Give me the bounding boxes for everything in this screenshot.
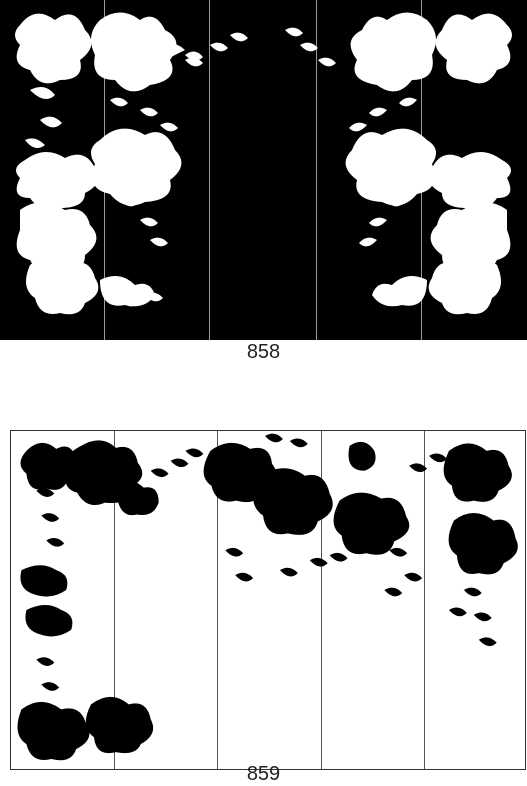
- panel-divider: [424, 431, 425, 769]
- panel-divider: [321, 431, 322, 769]
- floral-pattern-black: [17, 433, 518, 761]
- panel-divider: [114, 431, 115, 769]
- design-number-859: 859: [246, 763, 281, 785]
- floral-pattern-white: [15, 12, 512, 315]
- panel-divider: [316, 0, 317, 340]
- panel-divider: [217, 431, 218, 769]
- design-number-858: 858: [246, 341, 281, 363]
- design-858-panels: [0, 0, 527, 340]
- panel-divider: [209, 0, 210, 340]
- design-859-panels: [10, 430, 526, 770]
